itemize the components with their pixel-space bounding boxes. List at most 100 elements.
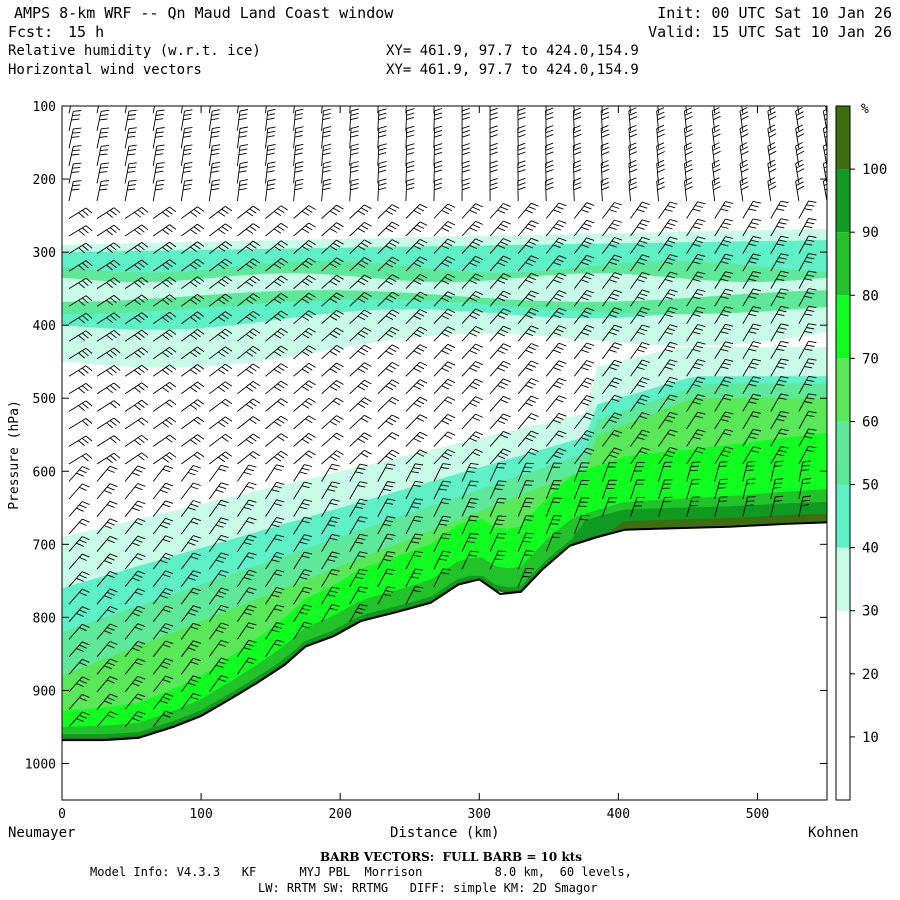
x-tick-label: 200 [328, 807, 351, 822]
wind-barb [686, 429, 706, 447]
wind-barb [293, 257, 316, 272]
wind-barb [489, 462, 507, 482]
wind-barb [461, 413, 483, 430]
wind-barb [152, 535, 174, 552]
wind-barb [180, 465, 201, 482]
wind-barb [152, 329, 177, 342]
wind-barb [770, 200, 789, 219]
wind-barb [461, 273, 483, 289]
wind-barb [68, 501, 90, 517]
wind-barb [152, 658, 174, 675]
wind-barb [377, 362, 400, 377]
wind-barb [377, 160, 387, 184]
wind-barb [461, 480, 479, 500]
wind-barb [798, 478, 811, 500]
forecast-label: Fcst: [8, 23, 54, 41]
wind-barb [461, 290, 483, 307]
wind-barb [152, 465, 174, 482]
wind-barb [517, 550, 534, 570]
wind-barb [208, 640, 229, 658]
colorbar-band [836, 232, 850, 296]
wind-barb [377, 397, 400, 412]
wind-barb [545, 107, 554, 131]
wind-barb [711, 107, 721, 131]
wind-barb [349, 292, 372, 307]
wind-barb [822, 143, 827, 166]
wind-barb [209, 276, 233, 289]
wind-barb [461, 498, 479, 517]
wind-barb [573, 106, 575, 114]
wind-barb [68, 518, 90, 535]
wind-barb [461, 326, 483, 342]
wind-barb [321, 463, 340, 482]
wind-barb [181, 223, 205, 237]
wind-barb [714, 429, 734, 447]
wind-barb [321, 126, 332, 149]
wind-barb [630, 236, 650, 254]
wind-barb [377, 274, 400, 289]
wind-barb [237, 398, 261, 412]
wind-barb [770, 460, 784, 482]
wind-barb [68, 711, 90, 728]
wind-barb [658, 394, 678, 412]
wind-barb [237, 310, 261, 325]
wind-barb [68, 242, 93, 254]
init-time: Init: 00 UTC Sat 10 Jan 26 [657, 4, 892, 22]
wind-barb [349, 432, 372, 447]
wind-barb [321, 204, 344, 219]
wind-barb [124, 242, 149, 254]
wind-barb [124, 277, 149, 289]
colorbar-band [836, 610, 850, 800]
wind-barb [461, 462, 479, 482]
wind-barb [124, 452, 149, 465]
wind-barb [770, 358, 789, 377]
wind-barb [377, 204, 400, 219]
wind-barb [517, 378, 539, 395]
wind-barb [433, 463, 451, 482]
wind-barb [545, 272, 567, 289]
wind-barb [461, 448, 483, 465]
wind-barb [377, 178, 387, 202]
wind-barb [489, 308, 511, 324]
wind-barb [798, 323, 817, 342]
wind-barb [321, 222, 344, 237]
wind-barb [124, 483, 146, 500]
wind-barb [236, 126, 248, 149]
wind-barb [517, 177, 526, 202]
colorbar-unit: % [861, 102, 869, 117]
wind-barb [124, 162, 137, 184]
wind-barb [545, 360, 567, 377]
colorbar-tick-label: 50 [862, 478, 879, 494]
wind-barb [96, 365, 121, 377]
wind-barb [686, 253, 706, 272]
wind-barb [321, 108, 332, 131]
wind-barb [545, 497, 562, 517]
wind-barb [461, 220, 483, 237]
wind-barb [489, 413, 511, 430]
wind-barb [658, 306, 678, 324]
wind-barb [405, 396, 428, 412]
wind-barb [545, 447, 567, 465]
wind-barb [658, 461, 673, 482]
wind-barb [517, 430, 539, 447]
x-axis-label: Distance (km) [390, 825, 500, 841]
wind-barb [714, 201, 734, 219]
wind-barb [489, 160, 498, 184]
wind-barb [181, 416, 205, 430]
wind-barb [572, 125, 582, 149]
wind-barb [686, 201, 706, 219]
wind-barb [602, 237, 623, 254]
wind-barb [628, 124, 638, 149]
wind-barb [68, 676, 90, 693]
wind-barb [349, 143, 360, 166]
wind-barb [489, 238, 511, 254]
wind-barb [433, 550, 451, 570]
wind-barb [152, 241, 177, 254]
wind-barb [489, 107, 498, 131]
wind-barb [405, 125, 415, 149]
wind-barb [181, 434, 205, 447]
wind-barb [377, 568, 396, 587]
wind-barb [825, 106, 827, 114]
wind-barb [68, 312, 93, 325]
wind-barb [433, 431, 456, 447]
